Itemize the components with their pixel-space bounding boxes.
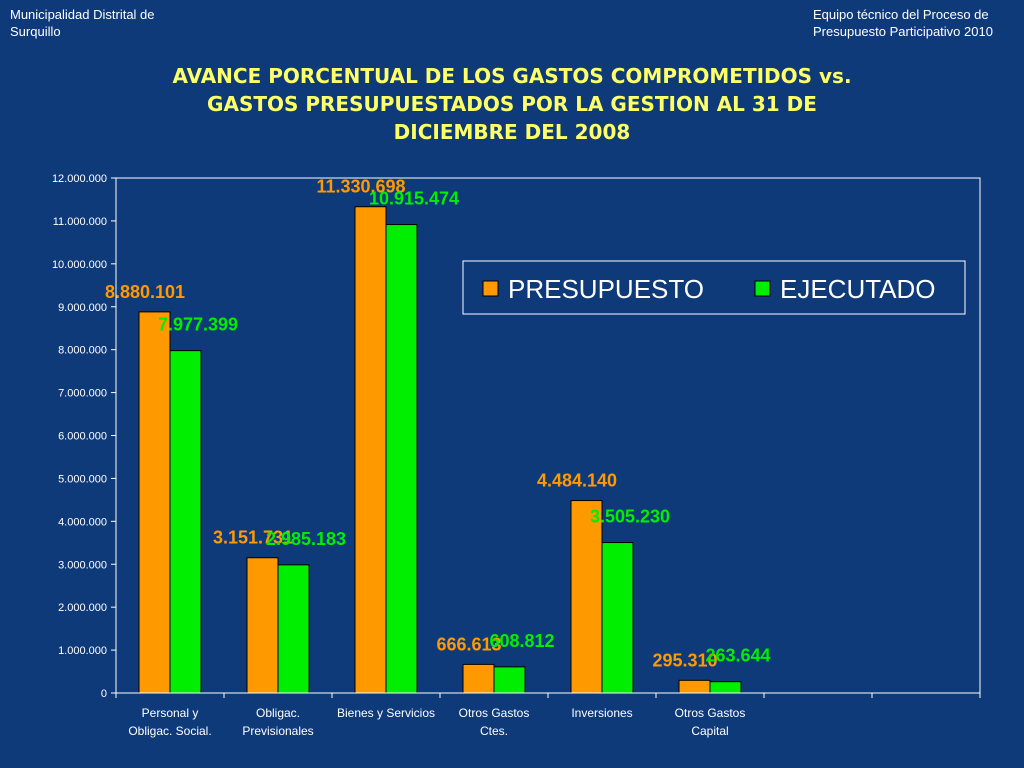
legend-swatch-presupuesto (482, 280, 499, 297)
x-category-label: Inversiones (571, 706, 632, 720)
ejecutado-bar (169, 350, 202, 694)
data-label: 295.310 (652, 650, 717, 670)
x-category-label: Capital (691, 724, 728, 738)
y-tick-label: 1.000.000 (58, 645, 107, 657)
header-team-line1: Equipo técnico del Proceso de (813, 7, 989, 22)
y-tick-label: 9.000.000 (58, 302, 107, 314)
y-tick-label: 4.000.000 (58, 516, 107, 528)
y-tick-label: 2.000.000 (58, 602, 107, 614)
data-label: 10.915.474 (369, 189, 459, 209)
ejecutado-bar (277, 564, 310, 694)
header-organization-line2: Surquillo (10, 24, 61, 39)
presupuesto-bar (138, 311, 171, 694)
header-team: Equipo técnico del Proceso de Presupuest… (813, 6, 993, 40)
ejecutado-bar (709, 681, 742, 694)
data-label: 263.644 (705, 646, 770, 666)
x-category-label: Ctes. (480, 724, 508, 738)
x-category-label: Otros Gastos (459, 706, 530, 720)
data-label: 2.985.183 (266, 529, 346, 549)
header-organization: Municipalidad Distrital de Surquillo (10, 6, 155, 40)
x-category-label: Bienes y Servicios (337, 706, 435, 720)
x-category-label: Obligac. Social. (128, 724, 211, 738)
y-tick-label: 3.000.000 (58, 559, 107, 571)
presupuesto-bar (462, 663, 495, 694)
x-category-label: Personal y (142, 706, 199, 720)
data-label: 608.812 (489, 631, 554, 651)
ejecutado-bar (385, 224, 418, 694)
slide-title: AVANCE PORCENTUAL DE LOS GASTOS COMPROME… (0, 62, 1024, 146)
presupuesto-bar (354, 206, 387, 694)
slide-title-line2: GASTOS PRESUPUESTADOS POR LA GESTION AL … (207, 92, 817, 116)
data-label: 3.151.731 (213, 528, 293, 548)
plot-area (115, 177, 981, 694)
y-tick-label: 7.000.000 (58, 388, 107, 400)
data-label: 8.880.101 (105, 282, 185, 302)
data-label: 11.330.698 (316, 177, 405, 197)
ejecutado-bar (493, 666, 526, 694)
y-tick-label: 5.000.000 (58, 473, 107, 485)
legend-box (462, 260, 966, 315)
y-tick-label: 0 (101, 688, 107, 700)
presupuesto-bar (570, 500, 603, 694)
header-team-line2: Presupuesto Participativo 2010 (813, 24, 993, 39)
y-tick-label: 11.000.000 (53, 216, 107, 228)
y-tick-label: 6.000.000 (58, 431, 107, 443)
x-category-label: Obligac. (256, 706, 300, 720)
data-label: 666.613 (436, 634, 501, 654)
slide-title-line1: AVANCE PORCENTUAL DE LOS GASTOS COMPROME… (172, 64, 852, 88)
presupuesto-bar (678, 679, 711, 694)
header-organization-line1: Municipalidad Distrital de (10, 7, 155, 22)
presupuesto-bar (246, 557, 279, 694)
data-label: 3.505.230 (590, 507, 670, 527)
x-category-label: Previsionales (242, 724, 313, 738)
ejecutado-bar (601, 542, 634, 694)
data-label: 4.484.140 (537, 471, 617, 491)
slide-title-line3: DICIEMBRE DEL 2008 (393, 120, 631, 144)
legend-label-presupuesto: PRESUPUESTO (508, 274, 704, 304)
x-category-label: Otros Gastos (675, 706, 746, 720)
y-tick-label: 10.000.000 (52, 259, 107, 271)
legend-label-ejecutado: EJECUTADO (780, 274, 936, 304)
y-tick-label: 8.000.000 (58, 345, 107, 357)
y-tick-label: 12.000.000 (52, 173, 107, 185)
data-label: 7.977.399 (158, 315, 238, 335)
legend-swatch-ejecutado (754, 280, 771, 297)
